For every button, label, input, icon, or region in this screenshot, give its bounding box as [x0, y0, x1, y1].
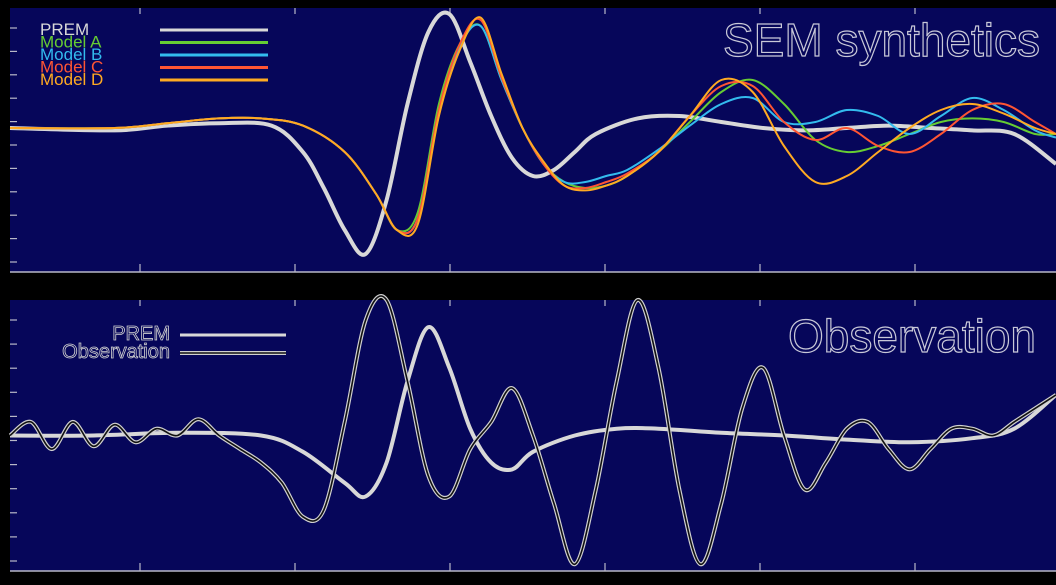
- legend-label-prem: PREM: [40, 20, 89, 39]
- legend-label-model-a: Model A: [40, 33, 102, 52]
- sem-axis-ticks: [10, 8, 1056, 273]
- sem-plot-background: [10, 8, 1056, 272]
- series-line-model-d: [9, 16, 1056, 237]
- sem-panel-title: SEM synthetics: [723, 14, 1040, 66]
- observation-axis-ticks: [10, 300, 1056, 572]
- observation-series-group: [8, 294, 1056, 567]
- series-line-observation: [9, 295, 1056, 566]
- series-line-prem: [9, 325, 1056, 500]
- legend-label-observation: Observation: [62, 341, 170, 363]
- legend-label-prem: PREM: [112, 323, 170, 345]
- legend-label-model-d: Model D: [40, 70, 103, 89]
- sem-series-group: [9, 10, 1056, 257]
- legend-label-model-c: Model C: [40, 58, 103, 77]
- observation-panel-title: Observation: [788, 310, 1036, 362]
- legend-label-model-b: Model B: [40, 45, 102, 64]
